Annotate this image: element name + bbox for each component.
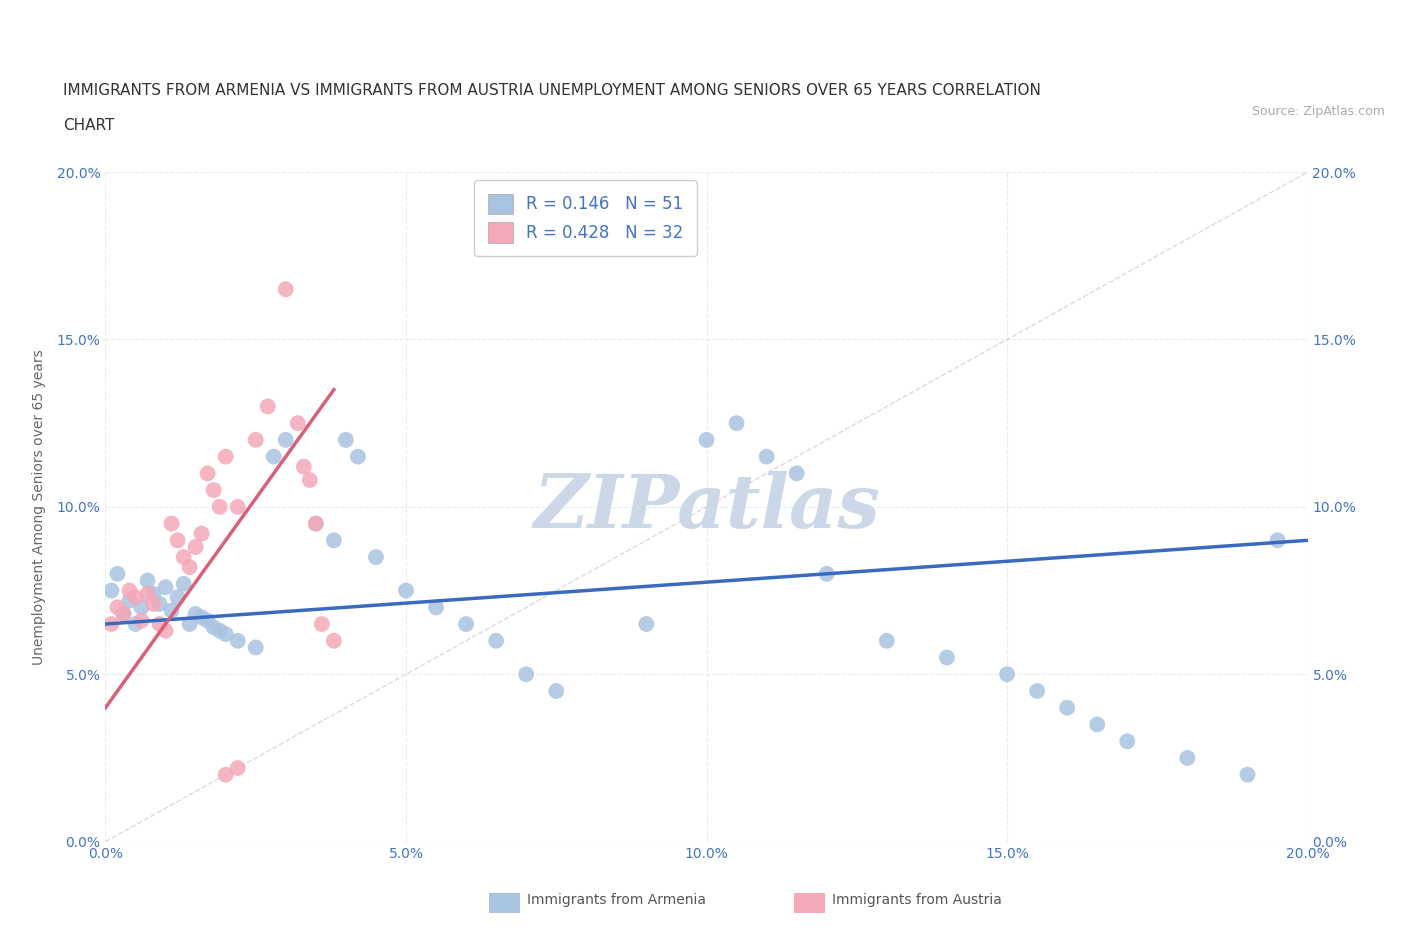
- Point: [112, 606, 135, 621]
- Legend: R = 0.146   N = 51, R = 0.428   N = 32: R = 0.146 N = 51, R = 0.428 N = 32: [474, 180, 696, 256]
- Point: [546, 684, 568, 698]
- Point: [155, 579, 177, 594]
- Point: [107, 600, 129, 615]
- Point: [214, 627, 236, 642]
- Point: [155, 623, 177, 638]
- Point: [696, 432, 718, 447]
- Point: [214, 767, 236, 782]
- Point: [485, 633, 508, 648]
- Point: [305, 516, 328, 531]
- Point: [995, 667, 1018, 682]
- Point: [173, 577, 195, 591]
- Point: [876, 633, 898, 648]
- Point: [100, 617, 122, 631]
- Point: [335, 432, 357, 447]
- Point: [202, 620, 225, 635]
- Point: [166, 533, 188, 548]
- Point: [226, 499, 249, 514]
- Text: Source: ZipAtlas.com: Source: ZipAtlas.com: [1251, 105, 1385, 118]
- Point: [197, 613, 219, 628]
- Point: [1236, 767, 1258, 782]
- Point: [245, 432, 267, 447]
- Point: [1116, 734, 1139, 749]
- Point: [322, 533, 344, 548]
- Point: [179, 560, 201, 575]
- Point: [256, 399, 278, 414]
- Point: [160, 604, 183, 618]
- Point: [287, 416, 309, 431]
- Point: [131, 600, 153, 615]
- Point: [263, 449, 285, 464]
- Point: [148, 596, 170, 611]
- Point: [1267, 533, 1289, 548]
- Point: [311, 617, 333, 631]
- Point: [454, 617, 477, 631]
- Point: [184, 606, 207, 621]
- Point: [179, 617, 201, 631]
- Point: [1175, 751, 1198, 765]
- Point: [100, 583, 122, 598]
- Point: [1026, 684, 1049, 698]
- Point: [347, 449, 370, 464]
- Point: [160, 516, 183, 531]
- Point: [118, 583, 141, 598]
- Point: [173, 550, 195, 565]
- Point: [131, 613, 153, 628]
- Point: [1056, 700, 1078, 715]
- Point: [208, 623, 231, 638]
- Point: [395, 583, 418, 598]
- Point: [322, 633, 344, 648]
- Point: [208, 499, 231, 514]
- Point: [107, 566, 129, 581]
- Point: [118, 593, 141, 608]
- Point: [214, 449, 236, 464]
- Point: [305, 516, 328, 531]
- Point: [245, 640, 267, 655]
- Point: [274, 282, 297, 297]
- Point: [124, 617, 146, 631]
- Point: [148, 617, 170, 631]
- Point: [425, 600, 447, 615]
- Point: [202, 483, 225, 498]
- Text: CHART: CHART: [63, 118, 115, 133]
- Point: [112, 606, 135, 621]
- Point: [636, 617, 658, 631]
- Point: [1085, 717, 1108, 732]
- Point: [815, 566, 838, 581]
- Point: [197, 466, 219, 481]
- Point: [786, 466, 808, 481]
- Text: Immigrants from Austria: Immigrants from Austria: [832, 893, 1002, 908]
- Text: IMMIGRANTS FROM ARMENIA VS IMMIGRANTS FROM AUSTRIA UNEMPLOYMENT AMONG SENIORS OV: IMMIGRANTS FROM ARMENIA VS IMMIGRANTS FR…: [63, 83, 1042, 98]
- Point: [136, 587, 159, 602]
- Text: ZIPatlas: ZIPatlas: [533, 471, 880, 543]
- Point: [190, 526, 212, 541]
- Point: [298, 472, 321, 487]
- Point: [725, 416, 748, 431]
- Text: Immigrants from Armenia: Immigrants from Armenia: [527, 893, 706, 908]
- Point: [226, 761, 249, 776]
- Point: [226, 633, 249, 648]
- Point: [142, 587, 165, 602]
- Point: [190, 610, 212, 625]
- Point: [136, 573, 159, 588]
- Point: [124, 590, 146, 604]
- Point: [364, 550, 387, 565]
- Point: [515, 667, 537, 682]
- Y-axis label: Unemployment Among Seniors over 65 years: Unemployment Among Seniors over 65 years: [31, 349, 45, 665]
- Point: [292, 459, 315, 474]
- Point: [936, 650, 959, 665]
- Point: [184, 539, 207, 554]
- Point: [142, 596, 165, 611]
- Point: [274, 432, 297, 447]
- Point: [755, 449, 778, 464]
- Point: [166, 590, 188, 604]
